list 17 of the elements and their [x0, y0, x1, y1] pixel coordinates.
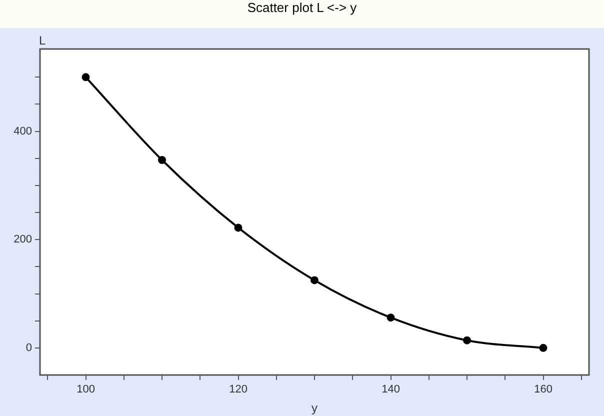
- chart-title: Scatter plot L <-> y: [0, 0, 604, 28]
- x-tick-label: 140: [382, 384, 400, 396]
- y-tick-label: 0: [26, 342, 32, 354]
- point: [539, 344, 548, 352]
- point: [158, 156, 166, 164]
- point: [234, 224, 242, 232]
- x-tick-label: 160: [534, 384, 552, 396]
- x-tick-label: 120: [229, 384, 248, 396]
- x-axis-title: y: [312, 401, 318, 416]
- point: [463, 336, 471, 344]
- y-axis-title: L: [39, 33, 46, 48]
- x-tick-label: 100: [76, 384, 95, 396]
- y-tick-label: 400: [14, 125, 32, 138]
- point: [386, 314, 395, 322]
- point: [82, 73, 90, 82]
- point: [310, 276, 318, 284]
- y-tick-label: 200: [14, 234, 32, 246]
